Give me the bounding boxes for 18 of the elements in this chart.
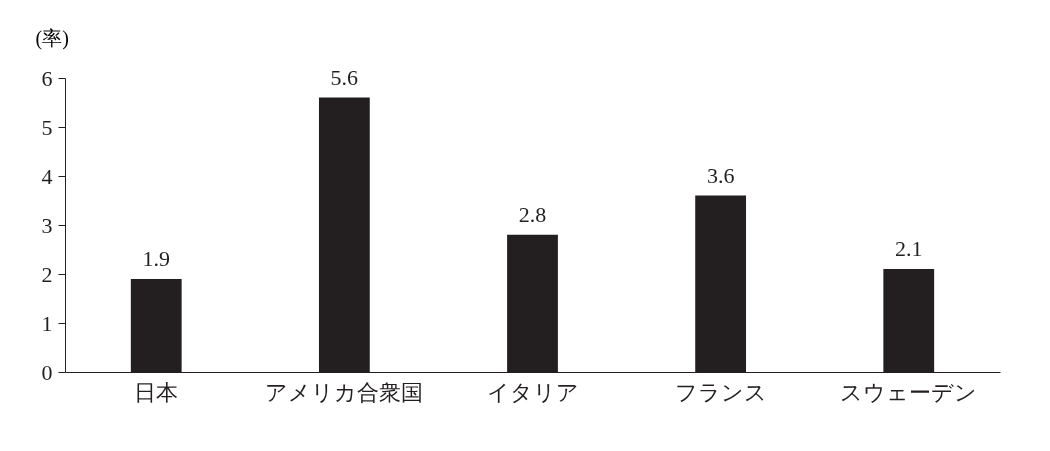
y-tick-label: 1 xyxy=(41,310,53,336)
y-tick-label: 6 xyxy=(41,65,53,91)
data-label: 2.1 xyxy=(895,236,923,262)
y-tick-label: 3 xyxy=(41,212,53,238)
data-label: 2.8 xyxy=(518,201,547,227)
y-axis-title: (率) xyxy=(35,26,69,50)
y-tick-label: 2 xyxy=(41,261,53,287)
x-tick-label: イタリア xyxy=(486,379,579,405)
x-tick-label: フランス xyxy=(674,379,767,405)
x-tick-label: 日本 xyxy=(134,379,179,405)
x-tick-label: スウェーデン xyxy=(840,379,978,405)
data-label: 3.6 xyxy=(706,162,735,188)
y-tick-label: 5 xyxy=(41,114,53,140)
y-tick-label: 0 xyxy=(41,359,53,385)
data-label: 1.9 xyxy=(142,245,170,271)
x-tick-label: アメリカ合衆国 xyxy=(265,379,424,405)
y-tick-label: 4 xyxy=(41,163,53,189)
data-label: 5.6 xyxy=(330,64,359,90)
